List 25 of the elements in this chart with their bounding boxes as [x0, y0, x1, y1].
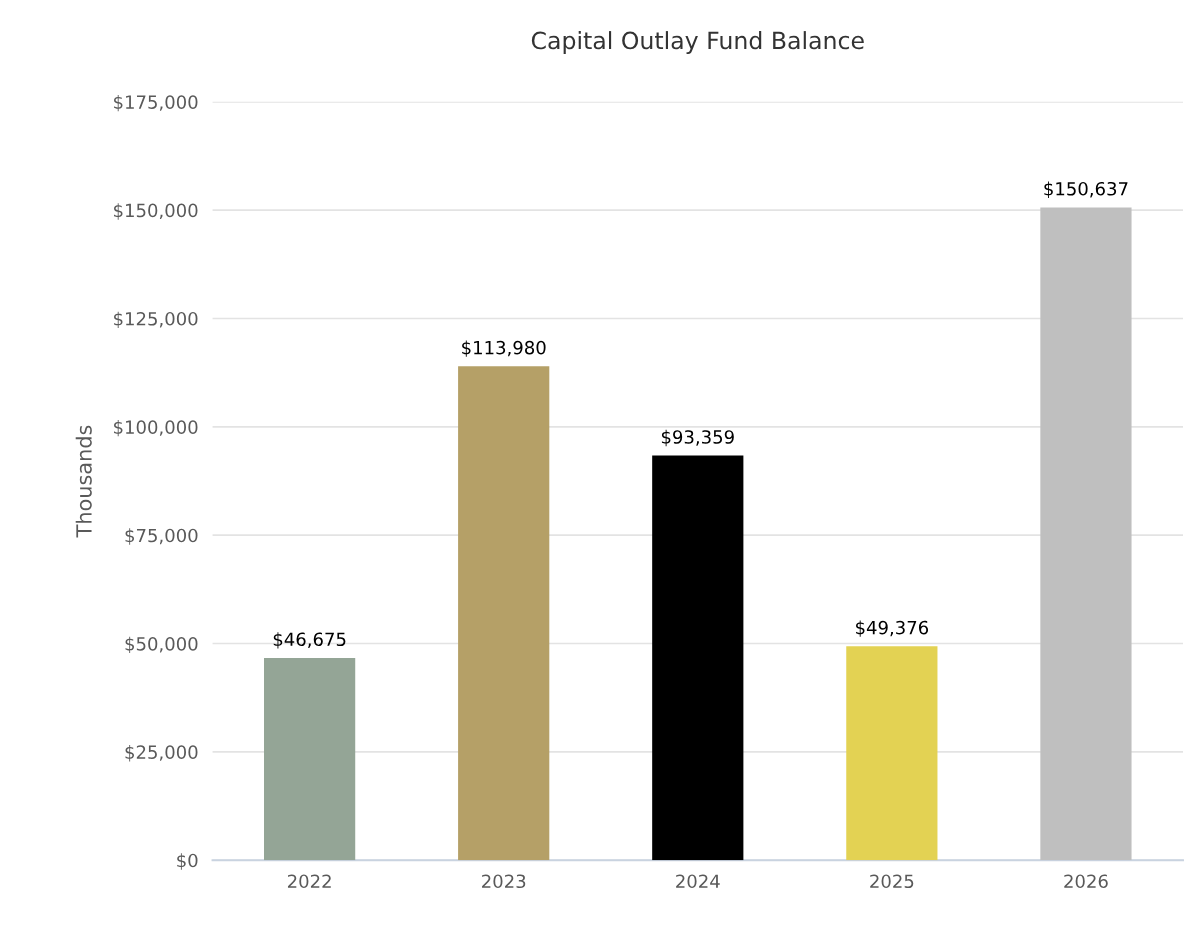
bar: [458, 366, 550, 861]
data-label: $46,675: [273, 632, 346, 649]
x-tick-label: 2026: [1064, 874, 1108, 889]
y-tick-label: $25,000: [125, 745, 198, 762]
y-tick-label: $100,000: [114, 419, 198, 437]
data-label: $113,980: [462, 340, 546, 357]
x-tick-label: 2022: [287, 874, 331, 889]
y-tick-label: $175,000: [114, 94, 198, 112]
data-label: $49,376: [856, 620, 929, 637]
y-tick-label: $75,000: [125, 528, 198, 545]
y-tick-label: $150,000: [114, 203, 198, 220]
bar: [264, 657, 356, 861]
bar: [652, 455, 744, 861]
chart-title: Capital Outlay Fund Balance: [531, 31, 864, 54]
x-tick-label: 2024: [676, 874, 720, 889]
data-label: $150,637: [1044, 181, 1128, 198]
y-tick-label: $50,000: [125, 636, 198, 654]
y-tick-label: $125,000: [114, 311, 198, 329]
bar: [846, 646, 938, 861]
x-tick-label: 2023: [482, 874, 526, 889]
data-label: $93,359: [661, 429, 734, 447]
y-tick-label: $0: [177, 853, 198, 870]
x-tick-label: 2025: [870, 874, 914, 889]
bar: [1040, 207, 1132, 861]
y-axis-title: Thousands: [75, 425, 92, 538]
